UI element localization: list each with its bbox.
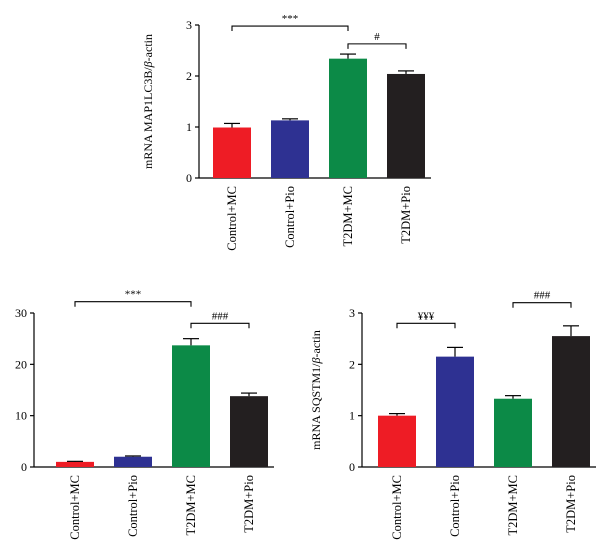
- significance-label: #: [374, 31, 380, 43]
- category-label: Control+MC: [68, 475, 82, 540]
- significance-label: ###: [534, 290, 551, 302]
- category-label: T2DM+Pio: [242, 475, 256, 533]
- significance-label: ###: [212, 310, 229, 322]
- bar: [213, 127, 251, 178]
- category-label: T2DM+MC: [506, 475, 520, 536]
- significance-label: ***: [125, 289, 142, 301]
- category-label: T2DM+MC: [184, 475, 198, 536]
- bar: [494, 398, 532, 467]
- chart-becn1: 0102030mRNA BECN-1/β-actinControl+MCCont…: [15, 289, 274, 540]
- category-label: Control+Pio: [283, 186, 297, 248]
- bar: [172, 345, 210, 467]
- significance-bracket: [396, 322, 456, 329]
- bar: [378, 415, 416, 467]
- bar: [436, 356, 474, 467]
- chart-map1lc3b: 0 1 2 3 mRNA MAP1LC3B/β-actin Control+MC Contr…: [141, 13, 431, 251]
- y-axis-label: mRNA MAP1LC3B/β-actin: [141, 34, 155, 169]
- y-tick-label: 2: [186, 69, 192, 83]
- category-label: T2DM+MC: [341, 186, 355, 247]
- significance-bracket: [74, 301, 192, 307]
- y-tick-label: 30: [15, 306, 27, 320]
- bar: [230, 396, 268, 467]
- y-tick-label: 0: [186, 171, 192, 185]
- y-tick-label: 0: [21, 460, 27, 474]
- significance-bracket: [190, 322, 250, 329]
- category-label: Control+MC: [225, 186, 239, 251]
- category-label: Control+Pio: [126, 475, 140, 537]
- y-tick-label: 2: [349, 357, 355, 371]
- category-label: Control+MC: [390, 475, 404, 540]
- significance-bracket: [512, 302, 572, 308]
- bar: [114, 456, 152, 467]
- y-tick-label: 20: [15, 357, 27, 371]
- significance-label: ¥¥¥: [418, 310, 435, 322]
- bar: [271, 120, 309, 178]
- bar: [329, 58, 367, 178]
- y-tick-label: 3: [186, 18, 192, 32]
- category-label: T2DM+Pio: [399, 186, 413, 244]
- bar: [56, 461, 94, 467]
- significance-label: ***: [282, 13, 299, 25]
- y-tick-label: 1: [349, 409, 355, 423]
- y-tick-label: 0: [349, 460, 355, 474]
- y-axis-label: mRNA SQSTM1/β-actin: [309, 330, 323, 450]
- chart-sqstm1: 0 1 2 3 mRNA SQSTM1/β-actin Control+MC Control…: [309, 290, 596, 540]
- significance-bracket: [231, 25, 349, 32]
- bar: [552, 336, 590, 467]
- y-tick-label: 1: [186, 120, 192, 134]
- y-tick-label: 10: [15, 409, 27, 423]
- bar: [387, 73, 425, 178]
- significance-bracket: [347, 43, 407, 49]
- category-label: Control+Pio: [448, 475, 462, 537]
- y-tick-label: 3: [349, 306, 355, 320]
- category-label: T2DM+Pio: [564, 475, 578, 533]
